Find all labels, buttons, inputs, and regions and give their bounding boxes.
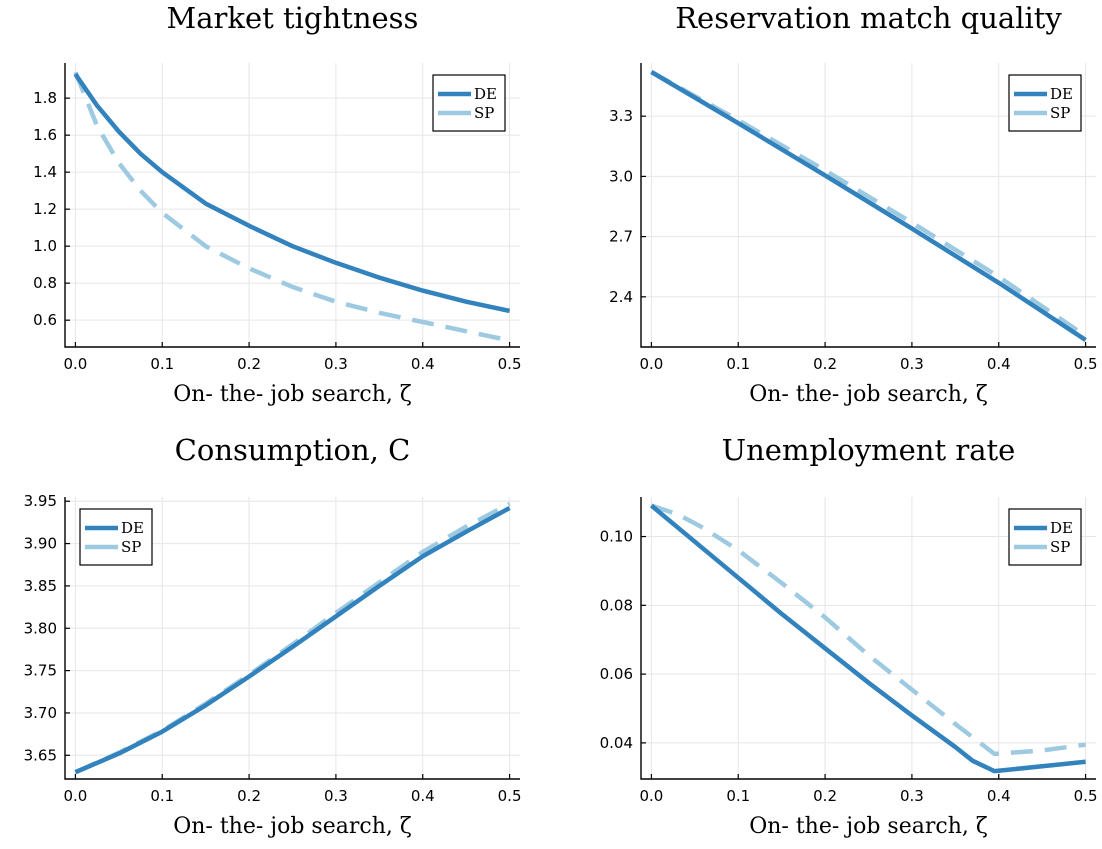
chart-0-ytick-label-4: 1.4: [33, 163, 57, 181]
chart-3-xtick-label-3: 0.3: [900, 787, 924, 805]
chart-2-ytick-label-6: 3.95: [24, 492, 57, 510]
chart-3-legend-label-sp: SP: [1050, 538, 1070, 556]
chart-0-axes: [64, 63, 520, 348]
chart-3-xtick-label-2: 0.2: [813, 787, 837, 805]
chart-0-series-de-line: [73, 72, 511, 314]
chart-1-xlabel: On- the- job search, ζ: [749, 382, 988, 407]
chart-3-legend-box: [1008, 508, 1082, 566]
chart-3-series-sp-line: [650, 503, 1086, 757]
chart-1-xtick-label-5: 0.5: [1074, 355, 1098, 373]
chart-0-xtick-label-4: 0.4: [411, 355, 435, 373]
chart-0-xtick-label-0: 0.0: [63, 355, 87, 373]
chart-0-ytick-label-3: 1.2: [33, 200, 57, 218]
chart-2-ytick-label-3: 3.80: [24, 619, 57, 637]
chart-0-xlabel: On- the- job search, ζ: [173, 382, 412, 407]
chart-0-ytick-label-0: 0.6: [33, 311, 57, 329]
chart-2-xtick-label-5: 0.5: [498, 787, 522, 805]
chart-0-ytick-label-1: 0.8: [33, 274, 57, 292]
chart-1-xtick-label-4: 0.4: [987, 355, 1011, 373]
chart-2-ytick-label-2: 3.75: [24, 662, 57, 680]
chart-3-xtick-label-0: 0.0: [639, 787, 663, 805]
chart-1-xtick-label-1: 0.1: [726, 355, 750, 373]
chart-2-series-de-line: [74, 506, 511, 775]
chart-2-legend-box: [79, 508, 153, 566]
chart-3-series-de-line: [649, 503, 1086, 774]
chart-3-axes: [640, 497, 1096, 780]
chart-2-panel: 0.0 0.1 0.2 0.3 0.4 0.5 3.65 3.70 3.75 3.80 3.85 3.…: [24, 433, 522, 839]
chart-1-panel: 0.0 0.1 0.2 0.3 0.4 0.5 2.4 2.7 3.0 3.3 Reservatio…: [609, 1, 1097, 407]
chart-1-legend-box: [1008, 74, 1082, 132]
chart-2-xtick-label-0: 0.0: [63, 787, 87, 805]
chart-2-axes: [64, 497, 520, 780]
chart-2-xtick-label-3: 0.3: [324, 787, 348, 805]
chart-3-title: Unemployment rate: [722, 433, 1016, 467]
chart-1-series-de-line: [650, 70, 1087, 342]
chart-0-panel: 0.0 0.1 0.2 0.3 0.4 0.5 0.6 0.8 1.0 1.2 1.4 1.6 1.8 M…: [33, 1, 521, 407]
chart-0-xtick-label-1: 0.1: [150, 355, 174, 373]
chart-1-ytick-label-1: 2.7: [609, 228, 633, 246]
chart-1-legend-label-de: DE: [1050, 85, 1073, 103]
chart-0-legend-box: [432, 74, 506, 132]
chart-0-xtick-label-2: 0.2: [237, 355, 261, 373]
chart-2-xlabel: On- the- job search, ζ: [173, 814, 412, 839]
chart-1-xtick-label-3: 0.3: [900, 355, 924, 373]
chart-2-legend-label-sp: SP: [121, 538, 141, 556]
chart-1-xtick-label-0: 0.0: [639, 355, 663, 373]
chart-3-xtick-label-5: 0.5: [1074, 787, 1098, 805]
chart-1-ytick-label-0: 2.4: [609, 288, 633, 306]
chart-0-ytick-label-5: 1.6: [33, 126, 57, 144]
chart-3-xlabel: On- the- job search, ζ: [749, 814, 988, 839]
chart-3-ytick-label-0: 0.04: [600, 734, 633, 752]
chart-3-ytick-label-3: 0.10: [600, 528, 633, 546]
chart-2-xtick-label-1: 0.1: [150, 787, 174, 805]
chart-3-xtick-label-1: 0.1: [726, 787, 750, 805]
chart-2-legend-label-de: DE: [121, 519, 144, 537]
chart-3-panel: 0.0 0.1 0.2 0.3 0.4 0.5 0.04 0.06 0.08 0.10 Unempl…: [600, 433, 1098, 839]
chart-2-title: Consumption, C: [175, 433, 411, 467]
chart-1-axes: [640, 63, 1096, 348]
chart-0-title: Market tightness: [167, 1, 419, 35]
chart-2-xtick-label-4: 0.4: [411, 787, 435, 805]
chart-3-ytick-label-2: 0.08: [600, 596, 633, 614]
chart-1-ytick-label-2: 3.0: [609, 167, 633, 185]
chart-1-title: Reservation match quality: [675, 1, 1062, 35]
chart-3-xtick-label-4: 0.4: [987, 787, 1011, 805]
chart-0-xtick-label-3: 0.3: [324, 355, 348, 373]
chart-0-legend-label-de: DE: [474, 85, 497, 103]
chart-2-xtick-label-2: 0.2: [237, 787, 261, 805]
chart-1-xtick-label-2: 0.2: [813, 355, 837, 373]
chart-2-ytick-label-0: 3.65: [24, 746, 57, 764]
chart-2-ytick-label-1: 3.70: [24, 704, 57, 722]
chart-2-ytick-label-4: 3.85: [24, 577, 57, 595]
chart-0-legend-label-sp: SP: [474, 104, 494, 122]
chart-2-ytick-label-5: 3.90: [24, 535, 57, 553]
chart-1-ytick-label-3: 3.3: [609, 107, 633, 125]
chart-3-ytick-label-1: 0.06: [600, 665, 633, 683]
chart-1-legend-label-sp: SP: [1050, 104, 1070, 122]
chart-0-ytick-label-2: 1.0: [33, 237, 57, 255]
chart-0-ytick-label-6: 1.8: [33, 89, 57, 107]
chart-0-xtick-label-5: 0.5: [498, 355, 522, 373]
chart-0-series-sp-line: [73, 71, 511, 343]
chart-3-legend-label-de: DE: [1050, 519, 1073, 537]
